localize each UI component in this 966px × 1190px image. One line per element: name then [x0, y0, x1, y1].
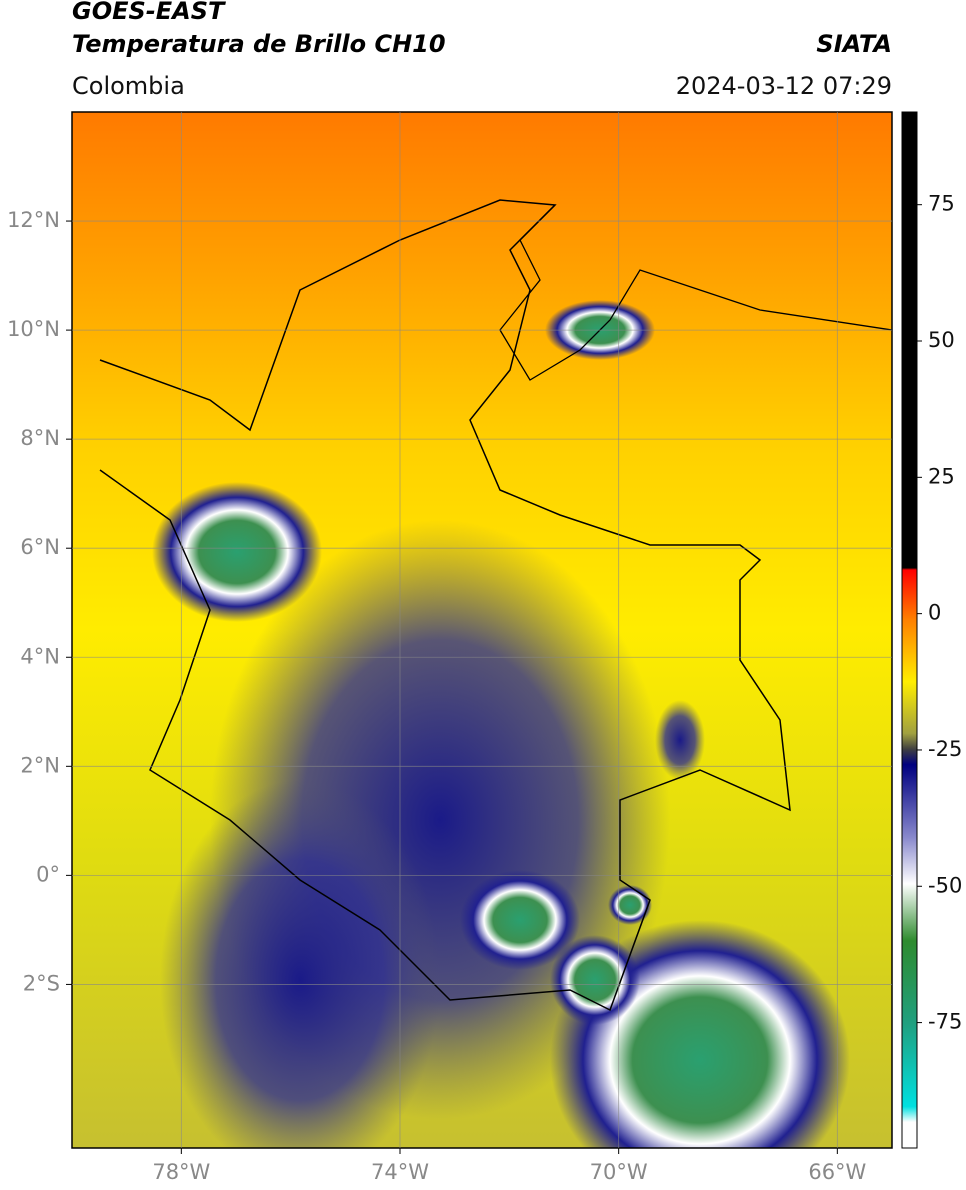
colorbar-tick-label: -50 — [928, 873, 962, 897]
lat-tick-label: 4°N — [20, 644, 60, 668]
lat-tick-label: 12°N — [7, 208, 60, 232]
source: SIATA — [816, 30, 892, 58]
colorbar-tick-label: 0 — [928, 601, 941, 625]
lat-tick-label: 2°N — [20, 753, 60, 777]
colorbar-tick-label: 75 — [928, 192, 955, 216]
colorbar-tick-label: 25 — [928, 464, 955, 488]
lat-tick-label: 2°S — [23, 971, 60, 995]
title: GOES-EAST — [72, 0, 226, 25]
lat-tick-label: 8°N — [20, 426, 60, 450]
colorbar-tick-label: 50 — [928, 328, 955, 352]
imagery — [72, 112, 892, 1148]
colorbar — [901, 111, 918, 1149]
lon-tick-label: 70°W — [590, 1160, 648, 1184]
lat-tick-label: 6°N — [20, 535, 60, 559]
region: Colombia — [72, 72, 185, 100]
map-frame — [71, 111, 893, 1149]
datetime: 2024-03-12 07:29 — [676, 72, 892, 100]
lon-tick-label: 78°W — [152, 1160, 210, 1184]
lat-tick-label: 0° — [36, 862, 60, 886]
lat-tick-label: 10°N — [7, 317, 60, 341]
lon-tick-label: 74°W — [371, 1160, 429, 1184]
subtitle: Temperatura de Brillo CH10 — [72, 30, 446, 58]
colorbar-tick-label: -75 — [928, 1010, 962, 1034]
colorbar-tick-label: -25 — [928, 737, 962, 761]
lon-tick-label: 66°W — [808, 1160, 866, 1184]
